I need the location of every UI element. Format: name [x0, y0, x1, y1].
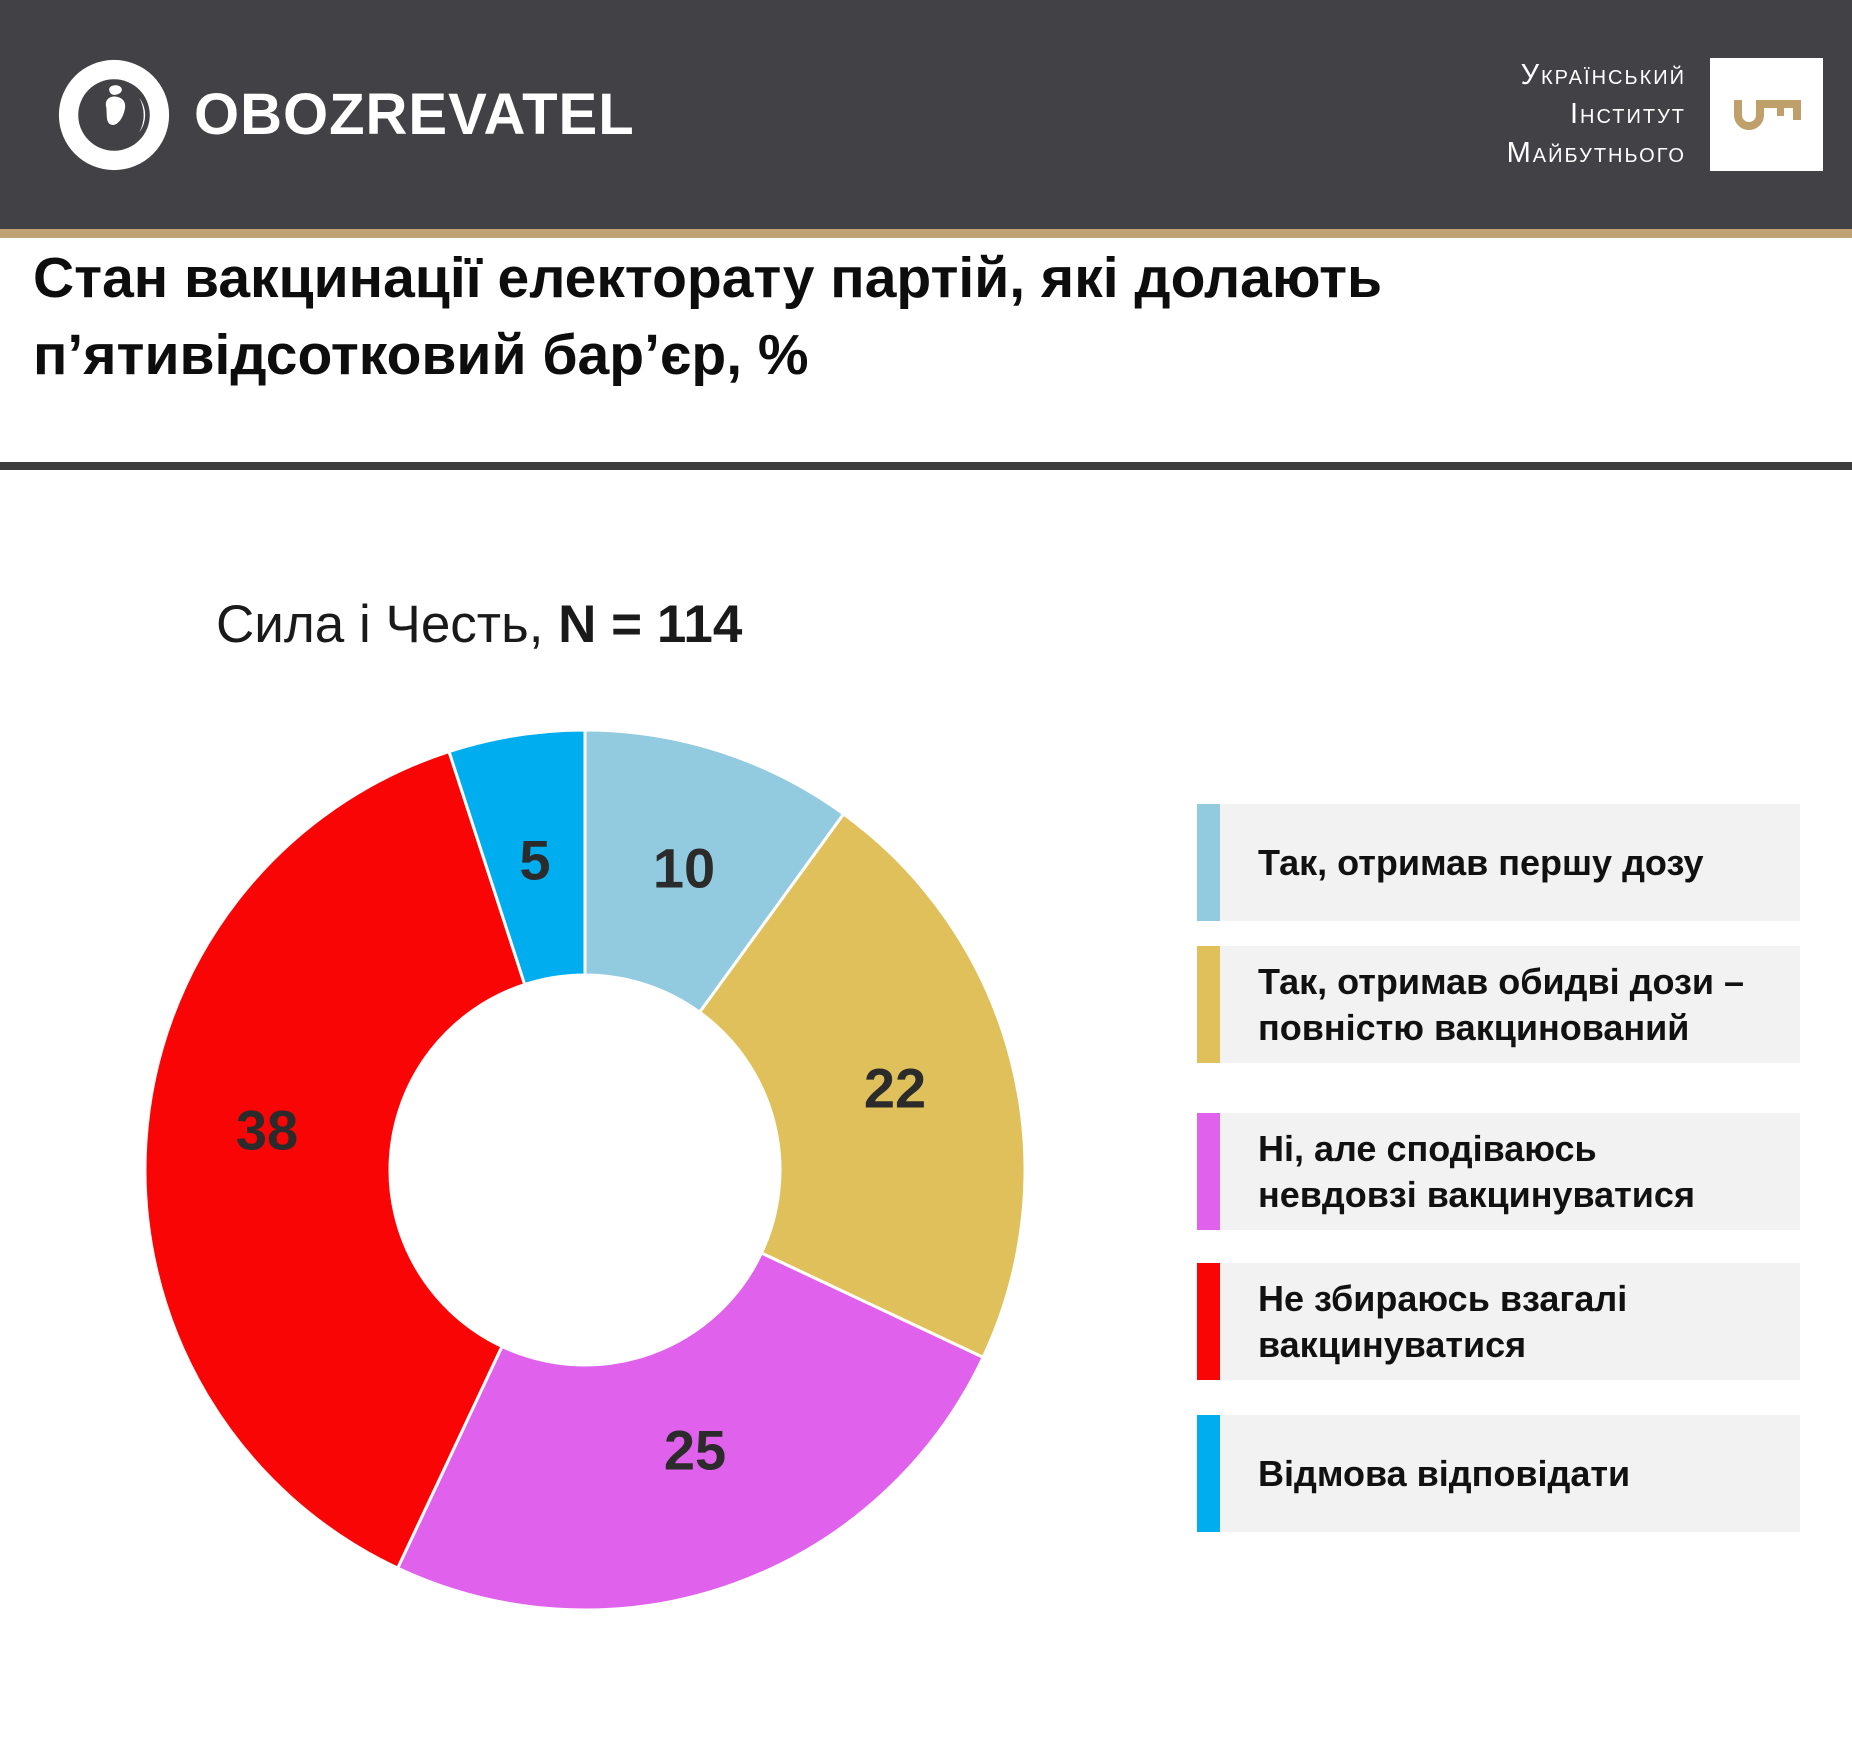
- slice-first-dose: [583, 728, 846, 1014]
- institute-badge: [1710, 58, 1823, 171]
- legend-item-refused: Відмова відповідати: [1197, 1415, 1800, 1532]
- slice-value-refused: 5: [519, 829, 550, 892]
- legend-swatch-refused: [1197, 1415, 1220, 1532]
- legend-label: вакцинуватися: [1258, 1323, 1527, 1365]
- obozrevatel-logo: OBOZREVATEL: [56, 57, 635, 173]
- legend-label: Відмова відповідати: [1258, 1452, 1631, 1494]
- legend-item-first-dose: Так, отримав першу дозу: [1197, 804, 1800, 921]
- legend-item-fully-vaccinated: Так, отримав обидві дози – повністю вакц…: [1197, 946, 1800, 1063]
- institute-line: Майбутнього: [1506, 137, 1686, 169]
- page-title-line-1: Стан вакцинації електорату партій, які д…: [33, 246, 1383, 310]
- slice-value-hope-to-vaccinate: 25: [664, 1419, 726, 1482]
- legend-swatch-first-dose: [1197, 804, 1220, 921]
- slice-value-fully-vaccinated: 22: [864, 1057, 926, 1120]
- legend-swatch-hope-to-vaccinate: [1197, 1113, 1220, 1230]
- page-title: Стан вакцинації електорату партій, які д…: [33, 240, 1693, 394]
- institute-line: Інститут: [1569, 98, 1686, 130]
- legend-label: Так, отримав обидві дози –: [1258, 960, 1745, 1002]
- brand-wordmark: OBOZREVATEL: [194, 82, 635, 147]
- legend-swatch-not-going-to: [1197, 1263, 1220, 1380]
- slice-refused: [447, 728, 587, 987]
- institute-line: Український: [1520, 59, 1686, 91]
- slice-fully-vaccinated: [698, 812, 1027, 1359]
- legend-item-hope-to-vaccinate: Ні, але сподіваюсь невдовзі вакцинуватис…: [1197, 1113, 1800, 1230]
- legend-label: невдовзі вакцинуватися: [1258, 1173, 1695, 1215]
- legend-label: Ні, але сподіваюсь: [1258, 1127, 1597, 1169]
- header-bar: OBOZREVATEL Український Інститут Майбутн…: [0, 0, 1852, 229]
- slice-value-not-going-to: 38: [236, 1099, 298, 1162]
- globe-icon: [58, 59, 170, 170]
- legend-label: Не збираюсь взагалі: [1258, 1277, 1628, 1319]
- slice-hope-to-vaccinate: [396, 1251, 985, 1612]
- slice-not-going-to: [143, 750, 527, 1570]
- institute-name: Український Інститут Майбутнього: [1507, 56, 1686, 173]
- page-title-line-2: п’ятивідсотковий бар’єр, %: [33, 323, 809, 387]
- chart-legend: Так, отримав першу дозу Так, отримав оби…: [1197, 804, 1800, 1532]
- institute-logo: Український Інститут Майбутнього: [1507, 56, 1823, 173]
- donut-chart: 10 22 25 38 5: [143, 728, 1027, 1612]
- legend-swatch-fully-vaccinated: [1197, 946, 1220, 1063]
- legend-label: Так, отримав першу дозу: [1258, 841, 1704, 883]
- legend-label: повністю вакцинований: [1258, 1006, 1690, 1048]
- key-icon: [1733, 99, 1801, 130]
- chart-title-party: Сила і Честь,: [216, 595, 544, 654]
- header-accent-line: [0, 229, 1852, 238]
- slice-value-first-dose: 10: [653, 837, 715, 900]
- chart-title: Сила і Честь, N = 114: [216, 594, 742, 655]
- chart-title-sample-size: N = 114: [558, 595, 743, 654]
- legend-item-not-going-to: Не збираюсь взагалі вакцинуватися: [1197, 1263, 1800, 1380]
- title-divider: [0, 462, 1852, 470]
